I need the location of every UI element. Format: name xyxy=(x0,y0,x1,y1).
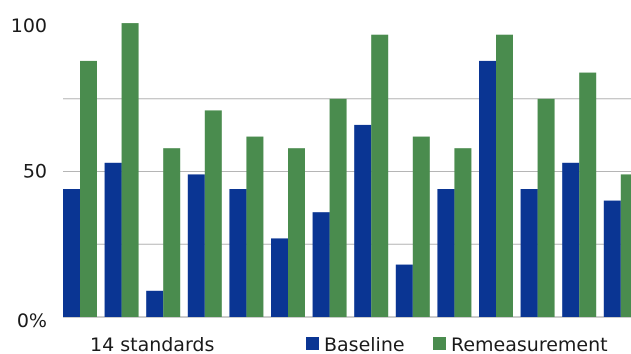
bar-baseline xyxy=(146,290,164,317)
bar-baseline xyxy=(229,189,247,317)
bar-baseline xyxy=(562,162,580,317)
bar-remeasurement xyxy=(496,34,513,317)
y-axis-ticks: 0% 50 100 xyxy=(11,15,47,332)
bar-remeasurement xyxy=(288,148,305,317)
legend-label-baseline: Baseline xyxy=(324,334,405,354)
bar-remeasurement xyxy=(80,60,97,318)
bar-remeasurement xyxy=(121,23,139,317)
bar-baseline xyxy=(520,189,538,317)
bar-remeasurement xyxy=(329,98,347,318)
y-tick-label: 100 xyxy=(11,15,47,37)
bar-remeasurement xyxy=(204,110,222,318)
bar-baseline xyxy=(437,189,455,317)
bar-remeasurement xyxy=(620,174,631,317)
chart-footer: 14 standards Baseline Remeasurement xyxy=(90,334,608,354)
bar-baseline xyxy=(104,162,122,317)
bar-remeasurement xyxy=(579,72,597,317)
bar-remeasurement xyxy=(163,148,181,317)
legend-swatch-baseline xyxy=(306,337,319,350)
y-tick-label: 0% xyxy=(17,310,47,332)
bar-remeasurement xyxy=(412,136,430,317)
bar-baseline xyxy=(312,212,330,317)
bar-remeasurement xyxy=(246,136,264,317)
bars xyxy=(63,23,631,318)
y-tick-label: 50 xyxy=(23,161,47,183)
x-axis-caption: 14 standards xyxy=(90,334,214,354)
bar-baseline xyxy=(354,124,372,318)
legend-label-remeasurement: Remeasurement xyxy=(451,334,608,354)
bar-baseline xyxy=(395,264,413,317)
bar-baseline xyxy=(187,174,205,317)
bar-remeasurement xyxy=(454,148,472,317)
bar-baseline xyxy=(479,60,496,318)
bar-baseline xyxy=(63,189,80,317)
bar-remeasurement xyxy=(371,34,389,317)
bar-baseline xyxy=(603,200,621,317)
bar-baseline xyxy=(271,238,288,317)
bar-remeasurement xyxy=(537,98,555,318)
legend-swatch-remeasurement xyxy=(433,337,446,350)
